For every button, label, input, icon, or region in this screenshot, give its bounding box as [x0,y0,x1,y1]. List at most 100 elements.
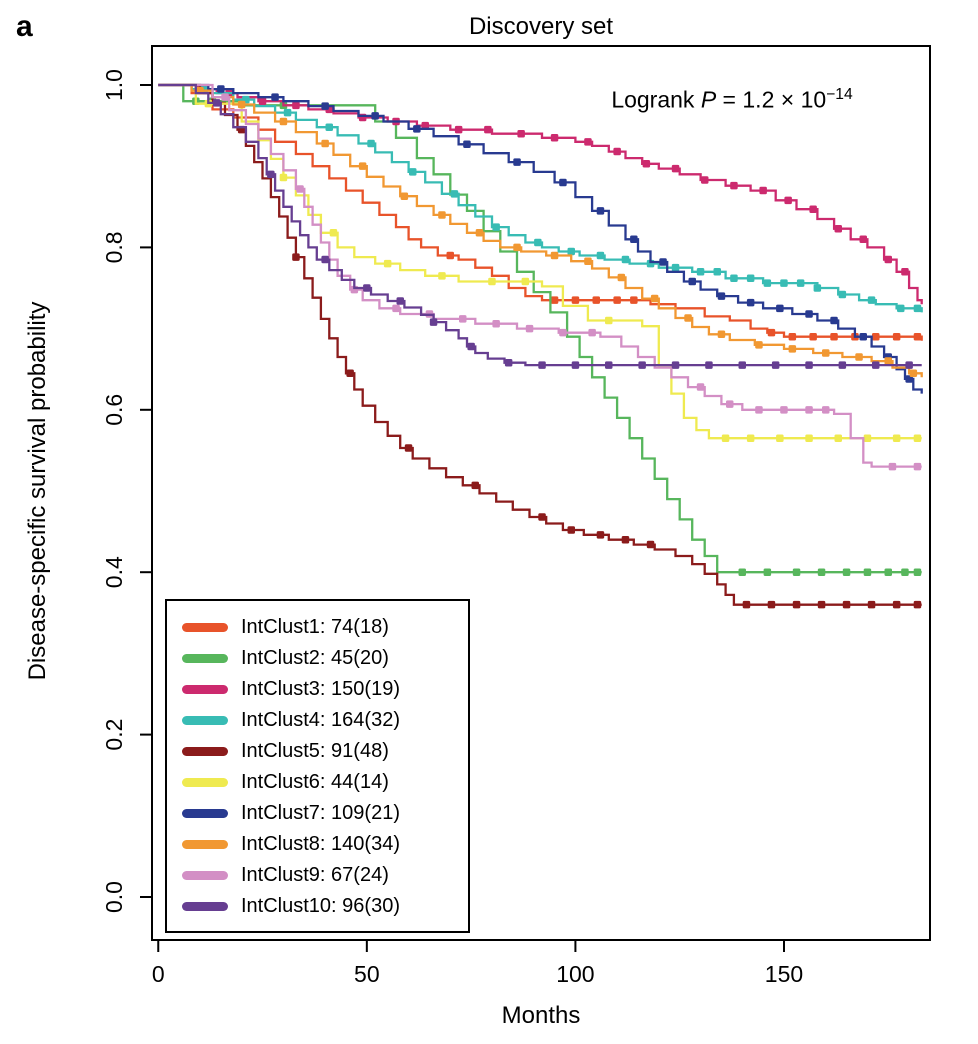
legend-label: IntClust7: 109(21) [241,802,400,824]
censor-marker-IntClust4 [367,139,375,148]
censor-marker-IntClust2 [863,568,872,576]
legend-label: IntClust4: 164(32) [241,709,400,731]
censor-marker-IntClust9 [755,406,763,414]
censor-marker-IntClust4 [325,123,333,131]
censor-marker-IntClust7 [596,207,605,215]
y-tick-label: 0.8 [101,231,127,263]
censor-marker-IntClust5 [767,600,776,609]
legend-label: IntClust9: 67(24) [241,864,389,886]
censor-marker-IntClust8 [788,345,797,353]
legend-item-IntClust10: IntClust10: 96(30) [182,891,468,922]
censor-marker-IntClust8 [358,162,367,170]
censor-marker-IntClust7 [559,178,567,187]
censor-marker-IntClust6 [913,434,922,442]
censor-marker-IntClust3 [484,125,492,134]
censor-marker-IntClust3 [584,138,592,146]
censor-marker-IntClust10 [504,359,513,367]
censor-marker-IntClust3 [859,235,867,243]
legend-label: IntClust5: 91(48) [241,740,389,762]
censor-marker-IntClust7 [630,235,638,243]
censor-marker-IntClust5 [621,536,630,544]
censor-marker-IntClust9 [696,383,705,391]
censor-marker-IntClust10 [738,361,746,369]
censor-marker-IntClust1 [767,328,776,337]
censor-marker-IntClust6 [383,259,392,268]
censor-marker-IntClust6 [892,434,901,442]
censor-marker-IntClust10 [396,297,404,305]
censor-marker-IntClust5 [567,526,575,534]
censor-marker-IntClust8 [884,357,892,365]
censor-marker-IntClust3 [901,268,909,276]
legend-item-IntClust8: IntClust8: 140(34) [182,829,468,860]
chart-title: Discovery set [468,13,614,40]
censor-marker-IntClust9 [888,462,897,471]
censor-marker-IntClust9 [492,320,500,328]
censor-marker-IntClust1 [872,333,880,341]
censor-marker-IntClust2 [842,568,851,576]
censor-marker-IntClust8 [438,211,446,219]
censor-marker-IntClust10 [467,342,475,351]
logrank-annotation: Logrank P = 1.2 × 10−14 [552,86,912,114]
censor-marker-IntClust10 [212,99,221,107]
censor-marker-IntClust10 [872,361,880,369]
censor-marker-IntClust1 [550,296,559,304]
censor-marker-IntClust10 [267,170,275,179]
censor-marker-IntClust2 [884,568,892,576]
censor-marker-IntClust4 [913,304,922,313]
censor-marker-IntClust5 [792,600,801,609]
censor-marker-IntClust1 [830,333,838,341]
censor-marker-IntClust7 [746,298,755,307]
censor-marker-IntClust7 [830,316,838,325]
censor-marker-IntClust7 [717,292,726,300]
legend: IntClust1: 74(18) IntClust2: 45(20) IntClu… [165,599,470,933]
censor-marker-IntClust1 [892,333,901,341]
censor-marker-IntClust4 [696,268,705,276]
censor-marker-IntClust7 [321,102,329,110]
censor-marker-IntClust10 [838,361,847,369]
censor-marker-IntClust4 [763,279,772,287]
censor-marker-IntClust9 [726,400,734,408]
censor-marker-IntClust8 [475,229,484,237]
censor-marker-IntClust9 [296,185,304,193]
censor-marker-IntClust6 [863,434,872,442]
censor-marker-IntClust3 [759,186,767,195]
censor-marker-IntClust2 [901,568,909,576]
censor-marker-IntClust5 [346,369,354,377]
censor-marker-IntClust4 [671,263,680,272]
censor-marker-IntClust7 [513,158,521,166]
censor-marker-IntClust6 [834,434,842,442]
censor-marker-IntClust6 [329,229,338,237]
censor-marker-IntClust8 [513,243,521,252]
logrank-p-symbol: P [700,86,717,113]
censor-marker-IntClust4 [409,168,417,176]
censor-marker-IntClust7 [463,140,471,148]
legend-item-IntClust5: IntClust5: 91(48) [182,736,468,767]
x-tick-label: 50 [354,961,380,987]
censor-marker-IntClust5 [742,600,751,609]
censor-marker-IntClust7 [905,375,913,383]
logrank-exponent: −14 [826,86,853,103]
censor-marker-IntClust4 [283,108,292,117]
censor-marker-IntClust8 [717,330,726,338]
legend-item-IntClust3: IntClust3: 150(19) [182,674,468,705]
legend-label: IntClust3: 150(19) [241,678,400,700]
censor-marker-IntClust6 [521,277,530,286]
censor-marker-IntClust6 [776,434,784,442]
censor-marker-IntClust8 [550,251,559,260]
y-axis-label: Disease-specific survival probability [24,301,51,681]
censor-marker-IntClust5 [596,531,605,539]
legend-swatch [182,685,228,694]
censor-marker-IntClust10 [805,361,813,369]
censor-marker-IntClust3 [258,97,267,105]
y-tick-label: 0.2 [101,719,127,751]
censor-marker-IntClust4 [813,284,822,292]
panel-label: a [16,10,33,43]
censor-marker-IntClust8 [279,117,288,126]
censor-marker-IntClust8 [822,349,830,357]
censor-marker-IntClust1 [592,296,600,304]
censor-marker-IntClust6 [721,434,730,442]
censor-marker-IntClust3 [550,134,559,142]
legend-item-IntClust6: IntClust6: 44(14) [182,767,468,798]
censor-marker-IntClust8 [237,100,246,109]
